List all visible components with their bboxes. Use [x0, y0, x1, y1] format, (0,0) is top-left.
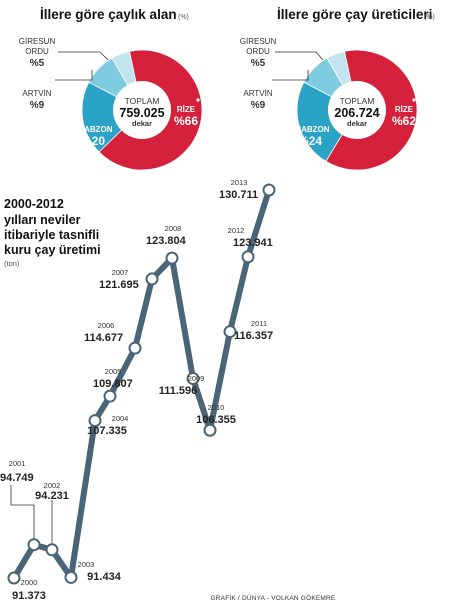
- total-value-1: 759.025: [119, 106, 164, 120]
- pct-rize-1: %66: [174, 114, 198, 128]
- data-point-2002: [45, 543, 59, 557]
- label-giresun-1: GİRESUN: [19, 37, 56, 46]
- label-giresun-2: GİRESUN: [240, 37, 277, 46]
- chart-title-line-2: yılları neviler: [4, 213, 81, 227]
- line-chart-title: 2000-2012 yılları neviler itibariyle tas…: [4, 197, 101, 268]
- pie-area-hole: [113, 81, 171, 139]
- year-label-2012: 2012: [228, 226, 245, 235]
- total-label-1: TOPLAM: [125, 96, 160, 106]
- year-label-2004: 2004: [112, 414, 129, 423]
- rize-dot-1: [196, 98, 200, 102]
- value-label-2008: 123.804: [146, 235, 187, 247]
- year-label-2010: 2010: [208, 403, 225, 412]
- label-artvin-2: ARTVİN: [243, 89, 272, 98]
- pie-chart-area: İllere göre çaylık alan (%) GİRESUN ORDU…: [19, 7, 203, 171]
- data-point-2003: [64, 570, 78, 584]
- leader-artvin-1: [55, 70, 93, 81]
- data-point-2011: [223, 325, 237, 339]
- pct-giresun-2: %5: [251, 58, 266, 69]
- pie-area-slice-trabzon: [81, 81, 143, 153]
- pct-rize-2: %62: [392, 114, 416, 128]
- pie-producers-hole: [328, 81, 386, 139]
- label-artvin-1: ARTVİN: [22, 89, 51, 98]
- data-point-2001: [27, 538, 41, 552]
- pct-trabzon-2: %24: [298, 134, 322, 148]
- pct-artvin-1: %9: [30, 100, 45, 111]
- data-point-2010: [203, 423, 217, 437]
- leader-artvin-2: [272, 70, 309, 81]
- label-ordu-1: ORDU: [25, 47, 49, 56]
- pie-chart-producers: İllere göre çay üreticileri (%) GİRESUN …: [240, 7, 435, 171]
- label-rize-1: RİZE: [177, 105, 196, 114]
- label-trabzon-2: TRABZON: [290, 125, 329, 134]
- leader-2001: [10, 485, 35, 545]
- label-ordu-2: ORDU: [246, 47, 270, 56]
- chart-title-line-1: 2000-2012: [4, 197, 64, 211]
- value-label-2007: 121.695: [99, 279, 139, 291]
- data-point-2005: [103, 389, 117, 403]
- value-label-2013: 130.711: [219, 189, 258, 201]
- value-label-2011: 116.357: [234, 330, 273, 342]
- value-label-2005: 109.807: [93, 378, 133, 390]
- data-markers: [7, 183, 276, 585]
- pie-producers-unit: (%): [424, 14, 435, 21]
- year-label-2008: 2008: [165, 224, 182, 233]
- value-label-2001: 94.749: [0, 472, 34, 484]
- data-point-2004: [88, 414, 102, 428]
- value-label-2010: 106.355: [196, 414, 236, 426]
- total-value-2: 206.724: [334, 106, 379, 120]
- leader-giresun-1: [58, 51, 109, 61]
- pie-producers-title: İllere göre çay üreticileri: [277, 7, 432, 22]
- label-rize-2: RİZE: [395, 105, 414, 114]
- data-point-2013: [262, 183, 276, 197]
- pie-area-title: İllere göre çaylık alan: [40, 7, 177, 22]
- year-label-2005: 2005: [105, 367, 122, 376]
- total-label-2: TOPLAM: [340, 96, 375, 106]
- pct-artvin-2: %9: [251, 100, 266, 111]
- year-label-2001: 2001: [9, 459, 26, 468]
- chart-title-line-4: kuru çay üretimi: [4, 243, 101, 257]
- year-label-2011: 2011: [251, 319, 267, 328]
- data-point-2009: [186, 372, 200, 386]
- year-label-2013: 2013: [231, 178, 248, 187]
- data-point-2000: [7, 571, 21, 585]
- pct-giresun-1: %5: [30, 58, 45, 69]
- chart-unit: (ton): [4, 259, 20, 268]
- year-label-2000: 2000: [21, 578, 38, 587]
- value-label-2002: 94.231: [35, 490, 69, 502]
- year-label-2009: 2009: [188, 374, 205, 383]
- total-unit-1: dekar: [132, 119, 152, 128]
- pie-producers-slice-trabzon: [296, 81, 358, 162]
- data-point-2008: [165, 251, 179, 265]
- pie-area-unit: (%): [178, 14, 189, 21]
- data-point-2006: [128, 341, 142, 355]
- label-trabzon-1: TRABZON: [73, 125, 112, 134]
- value-label-2003: 91.434: [87, 571, 122, 583]
- value-label-2006: 114.677: [84, 332, 123, 344]
- value-label-2012: 123.941: [233, 237, 273, 249]
- credit-text: GRAFİK / DÜNYA - VOLKAN GÖKEMRE: [211, 593, 336, 602]
- data-point-2012: [241, 250, 255, 264]
- value-label-2009: 111.596: [159, 385, 198, 397]
- rize-dot-2: [412, 98, 416, 102]
- year-label-2003: 2003: [78, 560, 95, 569]
- leader-giresun-2: [275, 51, 324, 61]
- year-label-2002: 2002: [44, 481, 61, 490]
- chart-title-line-3: itibariyle tasnifli: [4, 228, 99, 242]
- value-label-2000: 91.373: [12, 590, 46, 602]
- year-label-2007: 2007: [112, 268, 129, 277]
- value-label-2004: 107.335: [87, 425, 127, 437]
- pct-trabzon-1: %20: [81, 134, 105, 148]
- year-label-2006: 2006: [98, 321, 115, 330]
- total-unit-2: dekar: [347, 119, 367, 128]
- data-point-2007: [145, 272, 159, 286]
